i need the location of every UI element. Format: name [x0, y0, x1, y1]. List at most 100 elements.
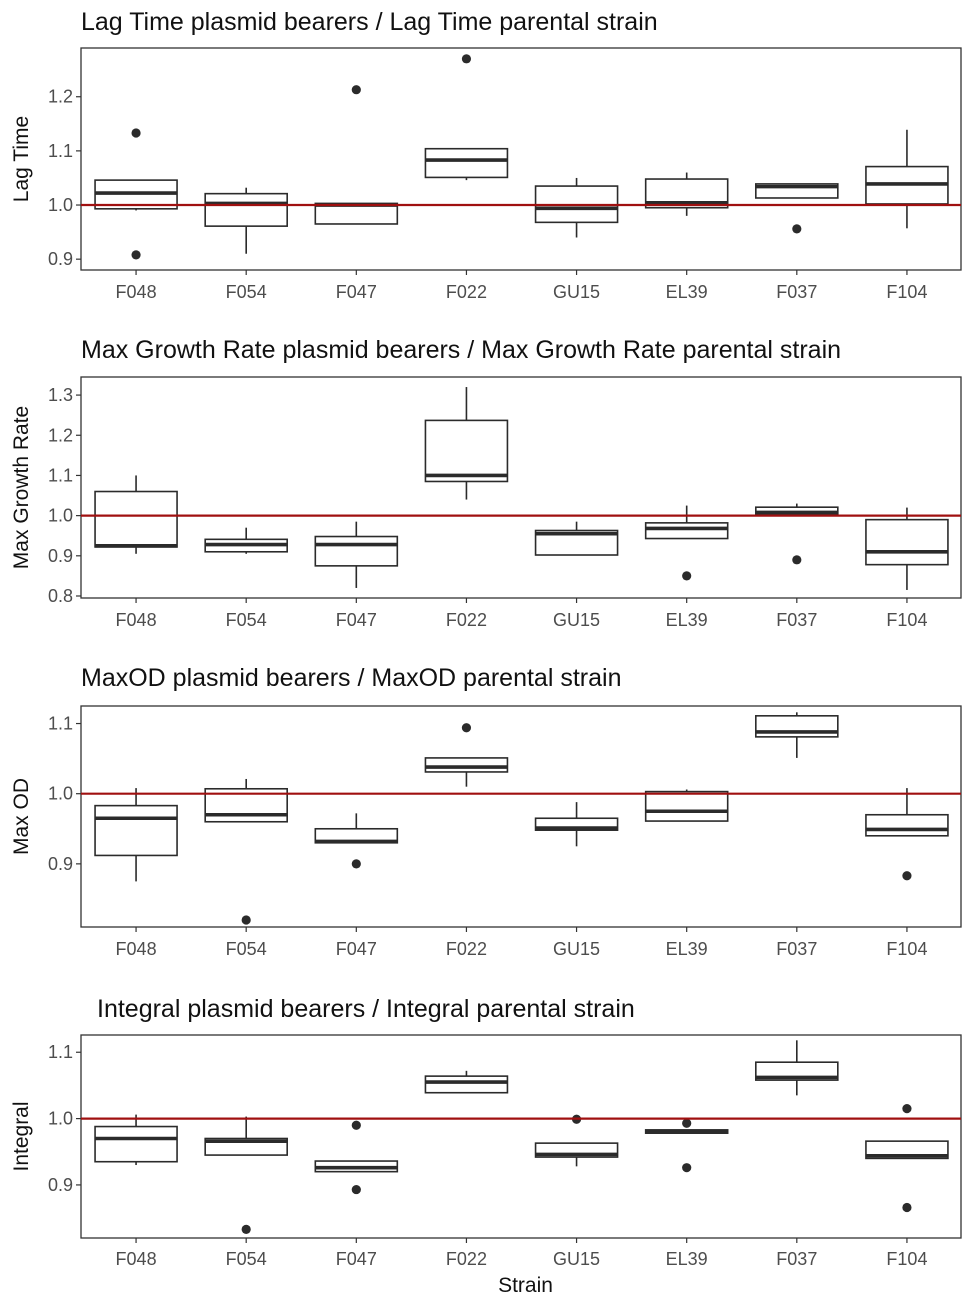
y-axis-label: Integral	[10, 1101, 33, 1171]
outlier-point	[902, 871, 912, 881]
y-tick-label: 1.2	[48, 87, 73, 107]
y-axis-label: Lag Time	[10, 116, 33, 202]
y-axis-label: Max OD	[10, 778, 33, 855]
box-F022	[424, 723, 509, 787]
y-tick-label: 0.9	[48, 249, 73, 269]
y-tick-label: 0.8	[48, 586, 73, 606]
box-F037	[755, 1040, 839, 1096]
x-axis-label: Strain	[498, 1274, 553, 1297]
x-tick-label: F037	[776, 610, 817, 630]
box-F037	[755, 712, 839, 758]
y-tick-label: 1.1	[48, 1042, 73, 1062]
iqr-box	[424, 419, 509, 483]
box-F104	[865, 129, 949, 229]
box-F048	[94, 128, 178, 260]
y-tick-label: 1.1	[48, 714, 73, 734]
y-tick-label: 1.0	[48, 1109, 73, 1129]
iqr-box	[755, 1061, 839, 1081]
iqr-box	[865, 813, 949, 837]
box-GU15	[534, 521, 619, 556]
iqr-box	[424, 757, 509, 773]
x-tick-label: F022	[446, 939, 487, 959]
iqr-box	[424, 1075, 509, 1094]
x-tick-label: F047	[336, 282, 377, 302]
x-tick-label: EL39	[666, 1249, 708, 1269]
outlier-point	[351, 859, 361, 869]
y-tick-label: 0.9	[48, 854, 73, 874]
outlier-point	[131, 250, 141, 260]
box-GU15	[534, 802, 619, 847]
x-tick-label: F047	[336, 610, 377, 630]
x-tick-label: F047	[336, 939, 377, 959]
outlier-point	[682, 1118, 692, 1128]
x-tick-label: GU15	[553, 282, 600, 302]
y-tick-label: 0.9	[48, 546, 73, 566]
box-EL39	[644, 789, 729, 822]
x-tick-label: F048	[116, 610, 157, 630]
box-F104	[865, 1104, 949, 1213]
x-tick-label: F054	[226, 610, 267, 630]
iqr-box	[314, 535, 399, 567]
plot-frame	[80, 47, 962, 271]
box-F022	[424, 54, 509, 181]
y-tick-label: 0.9	[48, 1175, 73, 1195]
x-tick-label: F054	[226, 939, 267, 959]
box-F054	[204, 187, 288, 254]
iqr-box	[94, 490, 178, 548]
iqr-box	[94, 804, 178, 857]
panel-title: Integral plasmid bearers / Integral pare…	[97, 995, 635, 1023]
box-F047	[314, 813, 399, 869]
outlier-point	[682, 571, 692, 581]
box-EL39	[644, 505, 729, 581]
box-EL39	[644, 1118, 729, 1173]
box-GU15	[534, 177, 619, 238]
x-tick-label: F022	[446, 1249, 487, 1269]
box-F047	[314, 1120, 399, 1195]
x-tick-label: F047	[336, 1249, 377, 1269]
iqr-box	[94, 1125, 178, 1163]
box-F037	[755, 503, 839, 565]
y-tick-label: 1.3	[48, 385, 73, 405]
x-tick-label: F022	[446, 282, 487, 302]
outlier-point	[792, 555, 802, 565]
y-tick-label: 1.2	[48, 425, 73, 445]
x-tick-label: EL39	[666, 610, 708, 630]
box-F037	[755, 183, 839, 234]
panel-2: Max Growth Rate plasmid bearers / Max Gr…	[10, 336, 962, 630]
box-GU15	[534, 1114, 619, 1167]
box-F054	[204, 778, 288, 925]
x-tick-label: F048	[116, 939, 157, 959]
box-F047	[314, 521, 399, 588]
box-F047	[314, 85, 399, 225]
panel-title: Max Growth Rate plasmid bearers / Max Gr…	[81, 336, 841, 364]
x-tick-label: F048	[116, 1249, 157, 1269]
x-tick-label: GU15	[553, 1249, 600, 1269]
iqr-box	[865, 518, 949, 566]
iqr-box	[534, 817, 619, 831]
x-tick-label: GU15	[553, 610, 600, 630]
panel-title: MaxOD plasmid bearers / MaxOD parental s…	[81, 664, 621, 692]
iqr-box	[644, 790, 729, 822]
x-tick-label: GU15	[553, 939, 600, 959]
outlier-point	[902, 1202, 912, 1213]
y-tick-label: 1.0	[48, 506, 73, 526]
x-tick-label: F037	[776, 1249, 817, 1269]
box-F048	[94, 475, 178, 554]
box-EL39	[644, 172, 729, 216]
outlier-point	[131, 128, 141, 138]
outlier-point	[241, 1224, 251, 1234]
y-tick-label: 1.1	[48, 465, 73, 485]
x-tick-label: F022	[446, 610, 487, 630]
box-F054	[204, 1116, 288, 1234]
plot-frame	[80, 376, 962, 599]
box-F104	[865, 788, 949, 881]
outlier-point	[241, 915, 251, 925]
box-F048	[94, 1114, 178, 1166]
panel-1: Lag Time plasmid bearers / Lag Time pare…	[10, 8, 962, 302]
iqr-box	[424, 147, 509, 179]
outlier-point	[902, 1104, 912, 1114]
panel-title: Lag Time plasmid bearers / Lag Time pare…	[81, 8, 658, 36]
panel-4: Integral plasmid bearers / Integral pare…	[10, 995, 962, 1297]
y-axis-label: Max Growth Rate	[10, 406, 33, 569]
